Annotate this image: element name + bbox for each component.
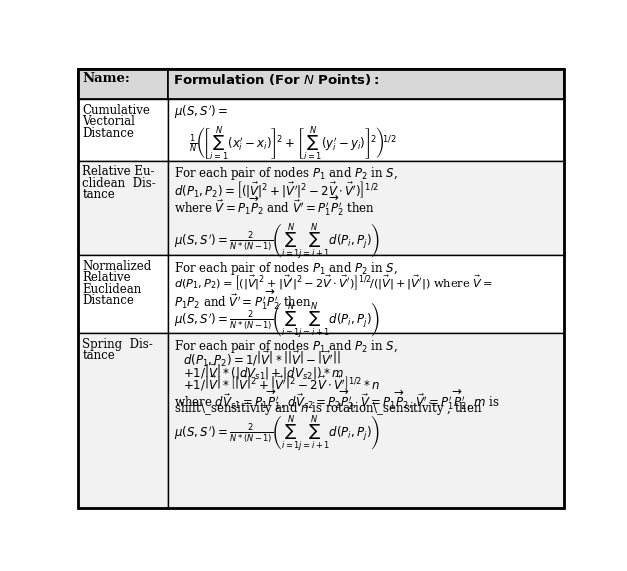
Text: For each pair of nodes $P_1$ and $P_2$ in $S$,: For each pair of nodes $P_1$ and $P_2$ i…	[174, 260, 398, 277]
Text: Euclidean: Euclidean	[82, 283, 142, 296]
Text: Relative: Relative	[82, 271, 131, 284]
Text: Spring  Dis-: Spring Dis-	[82, 337, 153, 351]
Bar	[78, 255, 168, 333]
Text: $\mu(S, S') = \frac{2}{N*(N-1)}\left(\sum_{i=1}^{N}\sum_{j=i+1}^{N} d(P_i, P_j)\: $\mu(S, S') = \frac{2}{N*(N-1)}\left(\su…	[174, 413, 381, 453]
Text: $\frac{1}{N}\left(\!\left[\sum_{i=1}^{N}(x_i' - x_i)\right]^{\!2}+ \left[\sum_{i: $\frac{1}{N}\left(\!\left[\sum_{i=1}^{N}…	[189, 124, 396, 163]
Text: tance: tance	[82, 188, 115, 201]
Text: shift\_sensitivity and $n$ is rotation\_sensitivity , then: shift\_sensitivity and $n$ is rotation\_…	[174, 400, 483, 417]
Text: $d(P_1, P_2) = 1/\left|\vec{V}\right| * \left|\left|\vec{V}\right| - \left|\vec{: $d(P_1, P_2) = 1/\left|\vec{V}\right| * …	[183, 350, 340, 369]
Text: $P_1P_2$ and $\vec{V}' = \overrightarrow{P_1'P_2'}$ then: $P_1P_2$ and $\vec{V}' = \overrightarrow…	[174, 287, 312, 312]
Text: Distance: Distance	[82, 127, 134, 139]
Bar	[168, 255, 564, 333]
Bar	[78, 69, 168, 99]
Text: $\mu(S, S') = \frac{2}{N*(N-1)}\left(\sum_{i=1}^{N}\sum_{j=i+1}^{N} d(P_i, P_j)\: $\mu(S, S') = \frac{2}{N*(N-1)}\left(\su…	[174, 300, 381, 340]
Text: Distance: Distance	[82, 294, 134, 307]
Text: $+1/\left|\vec{V}\right| * \left[\left|\vec{V}\right|^2 + \left|\vec{V}'\right|^: $+1/\left|\vec{V}\right| * \left[\left|\…	[183, 375, 381, 393]
Text: Name:: Name:	[82, 72, 130, 85]
Text: clidean  Dis-: clidean Dis-	[82, 176, 156, 190]
Text: $\mu(S, S') = \frac{2}{N*(N-1)}\left(\sum_{i=1}^{N}\sum_{j=i+1}^{N} d(P_i, P_j)\: $\mu(S, S') = \frac{2}{N*(N-1)}\left(\su…	[174, 222, 381, 262]
Bar	[168, 99, 564, 160]
Bar	[78, 160, 168, 255]
Text: $d(P_1, P_2) = \left[(|\vec{V}|^2 + |\vec{V}'|^2 - 2\vec{V}\cdot\vec{V}')\right]: $d(P_1, P_2) = \left[(|\vec{V}|^2 + |\ve…	[174, 274, 493, 292]
Text: where $d\vec{V}_{s1} = \overrightarrow{P_1P_1'}$, $d\vec{V}_{s2} = \overrightarr: where $d\vec{V}_{s1} = \overrightarrow{P…	[174, 388, 500, 412]
Bar	[168, 69, 564, 99]
Text: For each pair of nodes $P_1$ and $P_2$ in $S$,: For each pair of nodes $P_1$ and $P_2$ i…	[174, 337, 398, 355]
Bar	[78, 99, 168, 160]
Text: $+1/\left|\vec{V}\right| * (|dV_{s1}| + |dV_{s2}|) * m$: $+1/\left|\vec{V}\right| * (|dV_{s1}| + …	[183, 363, 344, 382]
Text: where $\vec{V} = \overrightarrow{P_1P_2}$ and $\vec{V}' = \overrightarrow{P_1'P_: where $\vec{V} = \overrightarrow{P_1P_2}…	[174, 193, 375, 218]
Text: Cumulative: Cumulative	[82, 104, 150, 116]
Text: Vectorial: Vectorial	[82, 115, 135, 128]
Bar	[168, 160, 564, 255]
Text: $d(P_1, P_2) = \left[(|\vec{V}|^2 + |\vec{V}'|^2 - 2\vec{V}\cdot\vec{V}')\right]: $d(P_1, P_2) = \left[(|\vec{V}|^2 + |\ve…	[174, 179, 379, 200]
Text: $\mathbf{Formulation\ (For\ }$$\mathit{N}$$\mathbf{\ Points):}$: $\mathbf{Formulation\ (For\ }$$\mathit{N…	[173, 72, 379, 87]
Bar	[168, 333, 564, 508]
Text: Normalized: Normalized	[82, 260, 152, 273]
Text: $\mu(S, S') =$: $\mu(S, S') =$	[174, 104, 228, 121]
Text: For each pair of nodes $P_1$ and $P_2$ in $S$,: For each pair of nodes $P_1$ and $P_2$ i…	[174, 165, 398, 182]
Text: Relative Eu-: Relative Eu-	[82, 165, 155, 178]
Bar	[78, 333, 168, 508]
Text: tance: tance	[82, 349, 115, 362]
